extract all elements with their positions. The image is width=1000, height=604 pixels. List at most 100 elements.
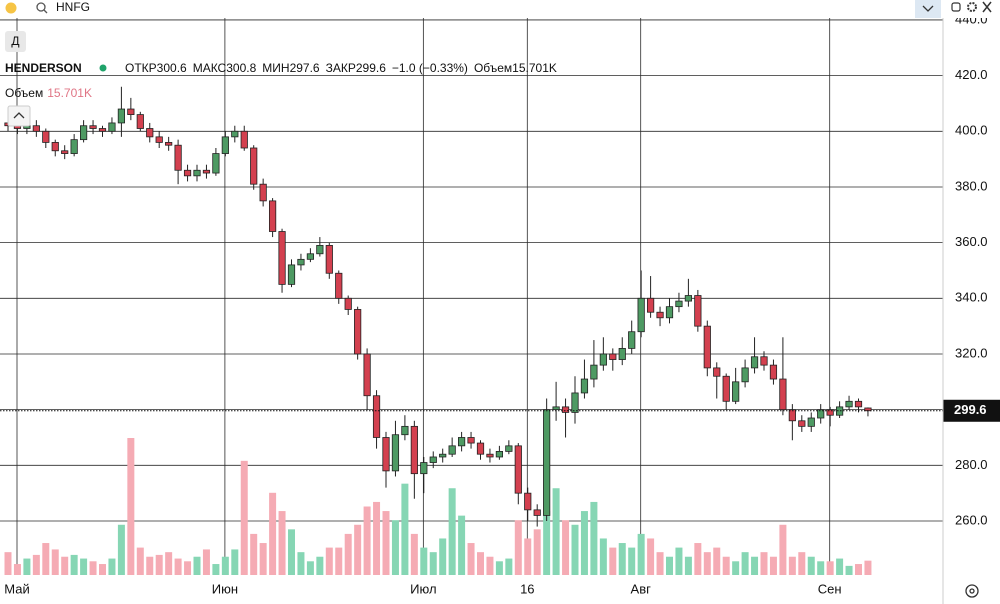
candle-body bbox=[590, 364, 598, 380]
volume-bar bbox=[117, 524, 125, 575]
volume-bar bbox=[4, 552, 12, 575]
volume-bar bbox=[136, 547, 144, 575]
candle-body bbox=[221, 136, 229, 154]
search-icon[interactable] bbox=[36, 2, 46, 12]
settings-button[interactable] bbox=[965, 584, 979, 598]
candle-body bbox=[316, 245, 324, 255]
candle-body bbox=[514, 445, 522, 494]
candle-body bbox=[524, 492, 532, 511]
candle-body bbox=[694, 295, 702, 327]
volume-bar bbox=[684, 556, 692, 575]
settings-icon[interactable] bbox=[967, 2, 977, 12]
volume-bar bbox=[807, 556, 815, 575]
volume-bar bbox=[325, 547, 333, 575]
candle-body bbox=[439, 453, 447, 458]
volume-bar bbox=[722, 556, 730, 575]
y-tick-label: 320.0 bbox=[955, 345, 988, 360]
volume-bar bbox=[533, 529, 541, 575]
legend-label: ЗАКР bbox=[326, 61, 356, 75]
candle-body bbox=[467, 437, 475, 444]
candle-body bbox=[136, 114, 144, 129]
volume-bar bbox=[23, 558, 31, 575]
candle-body bbox=[817, 409, 825, 419]
last-price-label: 299.6 bbox=[954, 402, 987, 417]
volume-bar bbox=[448, 488, 456, 575]
legend-line: HENDERSON ОТКР300.6 МАКС300.8 МИН297.6 ЗАКР2… bbox=[5, 61, 557, 75]
candle-body bbox=[722, 375, 730, 402]
volume-bar bbox=[13, 564, 21, 575]
volume-bar bbox=[61, 556, 69, 575]
instrument-name: HENDERSON bbox=[5, 61, 82, 75]
candle-body bbox=[647, 297, 655, 313]
change-label: −1.0 (−0.33%) bbox=[392, 61, 468, 75]
volume-bar bbox=[288, 529, 295, 575]
candle-body bbox=[297, 258, 305, 266]
dropdown-button[interactable] bbox=[915, 0, 941, 18]
volume-bar bbox=[751, 556, 759, 575]
volume-legend: Объем 15.701K bbox=[5, 86, 92, 100]
candle-body bbox=[325, 245, 333, 274]
candle-body bbox=[391, 434, 400, 472]
candle-body bbox=[410, 425, 418, 475]
candle-body bbox=[628, 331, 636, 349]
volume-bar bbox=[127, 438, 135, 575]
candle-body bbox=[760, 356, 768, 366]
candle-body bbox=[684, 295, 693, 302]
volume-bar bbox=[99, 564, 106, 575]
volume-bar bbox=[628, 547, 636, 575]
volume-bar bbox=[165, 552, 173, 575]
candle-body bbox=[665, 306, 674, 319]
volume-bar bbox=[760, 552, 768, 575]
x-tick-label: Авг bbox=[631, 581, 652, 596]
candle-body bbox=[675, 300, 683, 308]
candle-body bbox=[741, 367, 749, 383]
volume-bar bbox=[420, 547, 428, 575]
volume-bar bbox=[391, 520, 399, 575]
x-tick-label: Июл bbox=[410, 581, 436, 596]
close-icon[interactable] bbox=[982, 1, 992, 13]
candle-body bbox=[457, 437, 466, 447]
volume-bar bbox=[580, 511, 588, 575]
volume-bar bbox=[193, 556, 201, 575]
legend-label: Объем bbox=[474, 61, 512, 75]
volume-bar bbox=[42, 543, 50, 575]
volume-bar bbox=[609, 547, 617, 575]
volume-bar bbox=[505, 558, 513, 575]
volume-bar bbox=[675, 547, 683, 575]
y-tick-label: 400.0 bbox=[955, 123, 988, 138]
volume-bar bbox=[401, 483, 409, 575]
candle-body bbox=[344, 297, 352, 310]
period-button[interactable] bbox=[5, 31, 26, 52]
candle-body bbox=[278, 231, 286, 285]
candle-body bbox=[372, 395, 381, 438]
volume-bar bbox=[590, 501, 598, 575]
candle-body bbox=[779, 378, 787, 411]
candle-body bbox=[505, 445, 513, 452]
collapse-button[interactable] bbox=[7, 105, 31, 127]
candle-body bbox=[231, 130, 239, 138]
candle-body bbox=[580, 378, 589, 394]
y-tick-label: 340.0 bbox=[955, 290, 988, 305]
candle-body bbox=[98, 128, 107, 132]
candle-body bbox=[382, 437, 390, 472]
y-tick-label: 380.0 bbox=[955, 178, 988, 193]
legend-value: 300.8 bbox=[226, 61, 256, 75]
volume-bar bbox=[344, 533, 352, 575]
candle-body bbox=[240, 130, 248, 149]
volume-title: Объем bbox=[5, 86, 43, 100]
volume-bar bbox=[202, 549, 210, 575]
candle-body bbox=[533, 509, 541, 516]
window-icon[interactable] bbox=[951, 2, 961, 12]
volume-bar bbox=[477, 552, 484, 575]
symbol-input[interactable]: HNFG bbox=[56, 0, 90, 14]
volume-bar bbox=[363, 506, 371, 575]
volume-bar bbox=[259, 543, 267, 575]
candle-body bbox=[543, 409, 551, 516]
volume-bar bbox=[637, 533, 645, 575]
volume-bar bbox=[89, 561, 97, 575]
candle-body bbox=[769, 364, 778, 380]
candle-body bbox=[552, 406, 560, 411]
candle-body bbox=[420, 462, 428, 475]
volume-bar bbox=[656, 552, 664, 575]
